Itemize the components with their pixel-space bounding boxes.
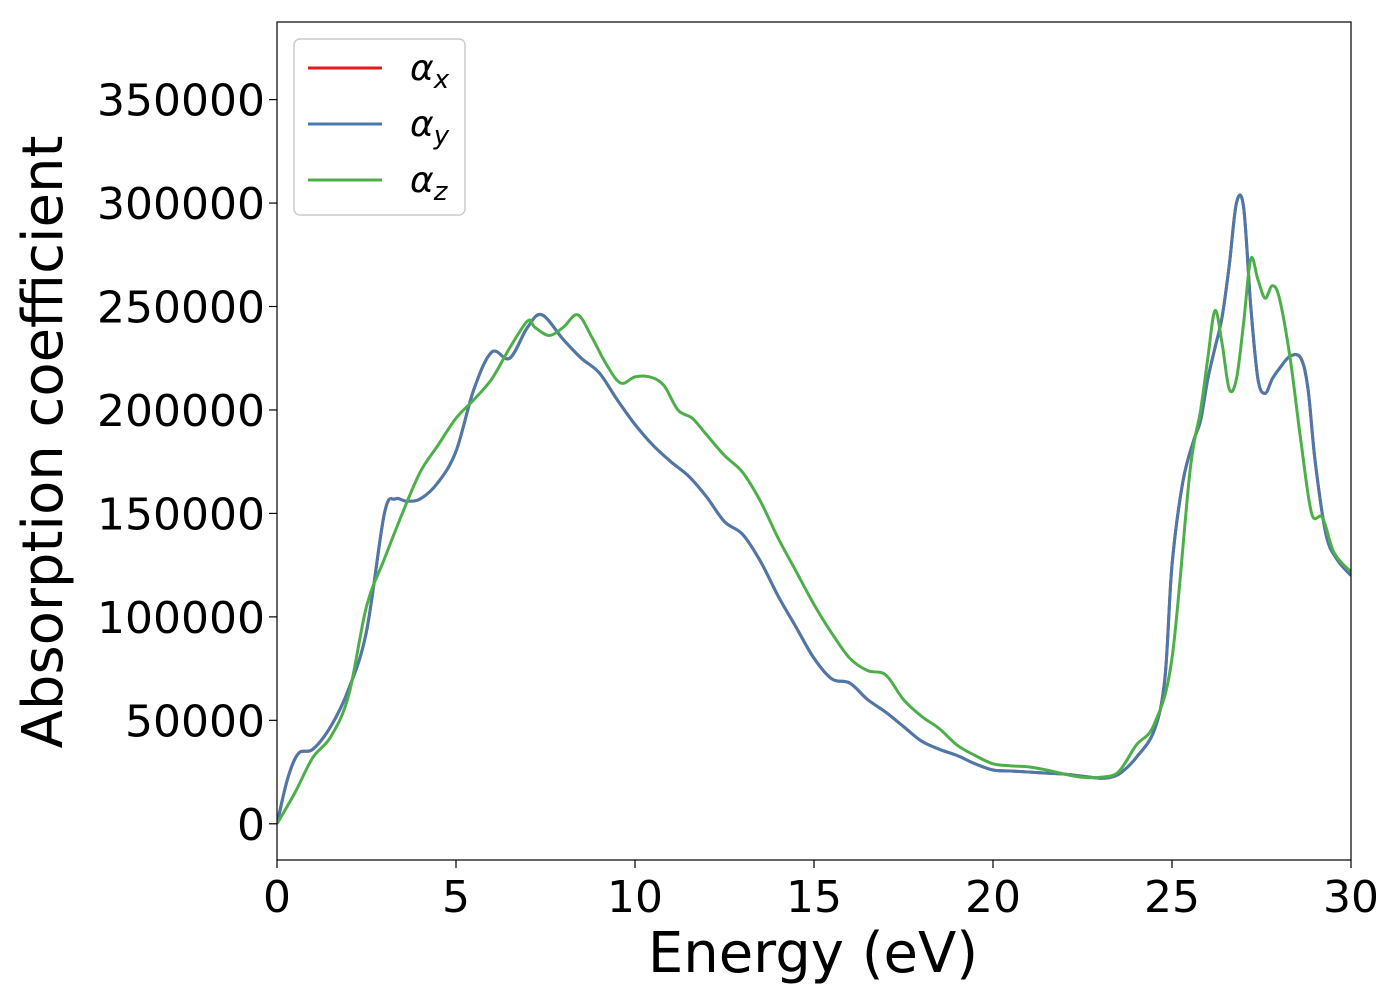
series-line-x [277, 193, 1351, 825]
y-tick-label: 250000 [97, 283, 265, 334]
y-tick-label: 100000 [97, 593, 265, 644]
series-line-z [277, 255, 1351, 825]
legend-label-x: αx [410, 48, 450, 95]
y-axis-label: Absorption coefficient [11, 136, 76, 749]
y-tick-label: 350000 [97, 76, 265, 127]
x-tick-label: 5 [442, 872, 470, 923]
legend-label-y: αy [410, 104, 450, 151]
x-axis-label: Energy (eV) [648, 921, 978, 986]
legend-box [293, 38, 466, 216]
x-tick-label: 10 [607, 872, 663, 923]
y-tick-label: 50000 [125, 696, 265, 747]
y-tick-label: 300000 [97, 179, 265, 230]
y-tick-label: 0 [237, 800, 265, 851]
x-tick-label: 15 [786, 872, 842, 923]
x-tick-label: 0 [263, 872, 291, 923]
legend-label-z: αz [410, 160, 449, 207]
y-tick-label: 200000 [97, 386, 265, 437]
series-line-y [277, 193, 1351, 825]
plot-layer [277, 193, 1351, 825]
y-tick-label: 150000 [97, 489, 265, 540]
x-tick-label: 30 [1323, 872, 1379, 923]
legend: αx αy αz [293, 38, 466, 216]
x-tick-label: 20 [965, 872, 1021, 923]
axes-layer: 0 5 10 15 20 25 30 0 50000 100000 150000 200000 2500… [97, 21, 1379, 923]
x-tick-label: 25 [1144, 872, 1200, 923]
